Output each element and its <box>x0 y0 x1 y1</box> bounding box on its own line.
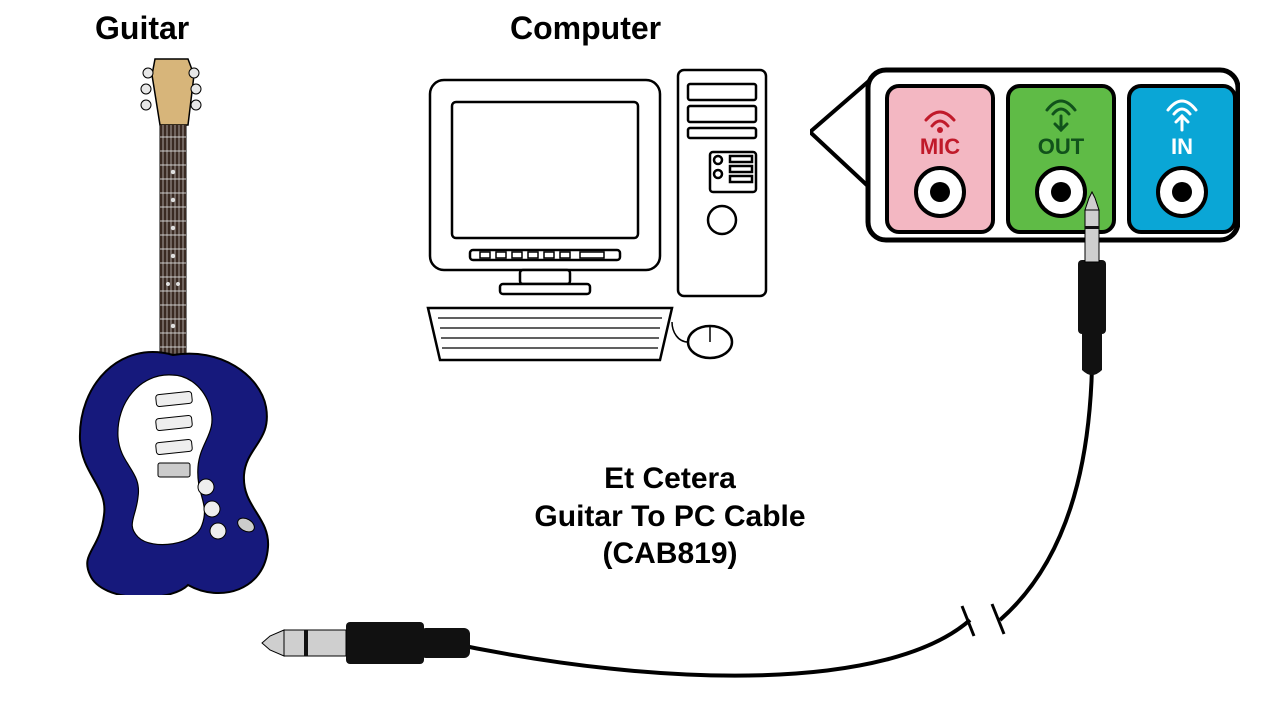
mic-icon <box>910 96 970 136</box>
audio-port-mic: MIC <box>885 84 995 234</box>
quarter-inch-jack-icon <box>262 622 470 664</box>
jack-ring-icon <box>1156 166 1208 218</box>
guitar-label: Guitar <box>95 10 189 47</box>
computer-label: Computer <box>510 10 661 47</box>
audio-port-in: IN <box>1127 84 1237 234</box>
port-mic-label: MIC <box>889 134 991 160</box>
port-out-label: OUT <box>1010 134 1112 160</box>
in-icon <box>1152 96 1212 136</box>
jack-ring-icon <box>1035 166 1087 218</box>
port-in-label: IN <box>1131 134 1233 160</box>
jack-ring-icon <box>914 166 966 218</box>
cable-illustration <box>250 250 1170 670</box>
guitar-illustration <box>60 55 280 595</box>
diagram-canvas: Guitar Computer <box>0 0 1280 720</box>
out-icon <box>1031 96 1091 136</box>
